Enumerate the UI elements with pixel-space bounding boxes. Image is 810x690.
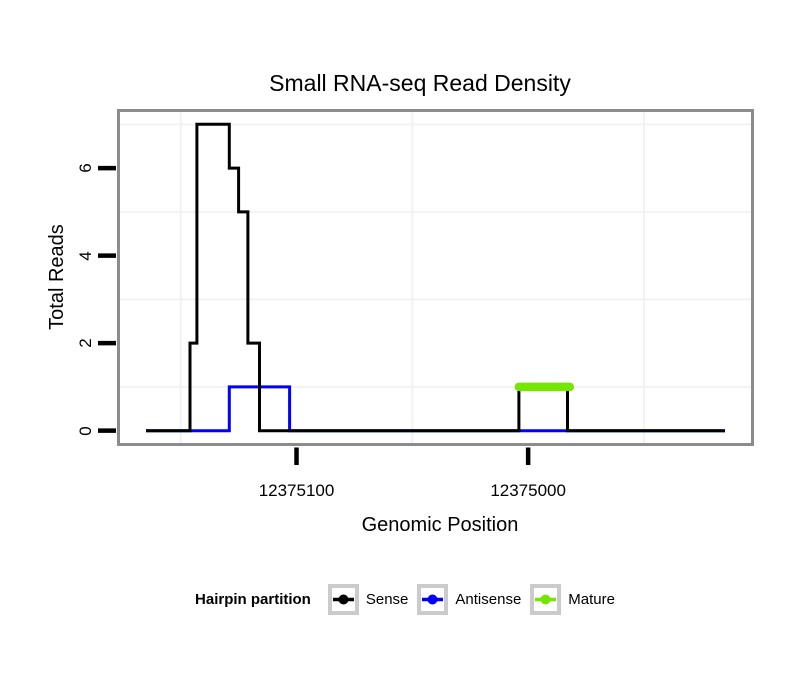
legend-label: Mature — [568, 590, 615, 608]
x-tick-label: 12375000 — [490, 481, 566, 500]
x-axis-label: Genomic Position — [361, 514, 519, 536]
legend-items: Sense Antisense Mature — [327, 583, 615, 615]
legend-label: Sense — [365, 590, 409, 608]
legend-item-mature: Mature — [530, 583, 615, 615]
y-tick-label: 6 — [76, 163, 95, 173]
legend-item-sense: Sense — [327, 583, 409, 615]
legend-label: Antisense — [455, 590, 522, 608]
legend: Hairpin partition Sense Antisense Mature — [0, 581, 810, 617]
legend-key-mature-icon — [530, 583, 562, 615]
legend-key-antisense-icon — [417, 583, 449, 615]
chart-title: Small RNA-seq Read Density — [269, 70, 571, 96]
legend-title: Hairpin partition — [195, 590, 311, 608]
x-tick-label: 12375100 — [258, 481, 335, 500]
panel-border — [117, 109, 754, 446]
legend-item-antisense: Antisense — [417, 583, 522, 615]
legend-key-sense-icon — [327, 583, 359, 615]
